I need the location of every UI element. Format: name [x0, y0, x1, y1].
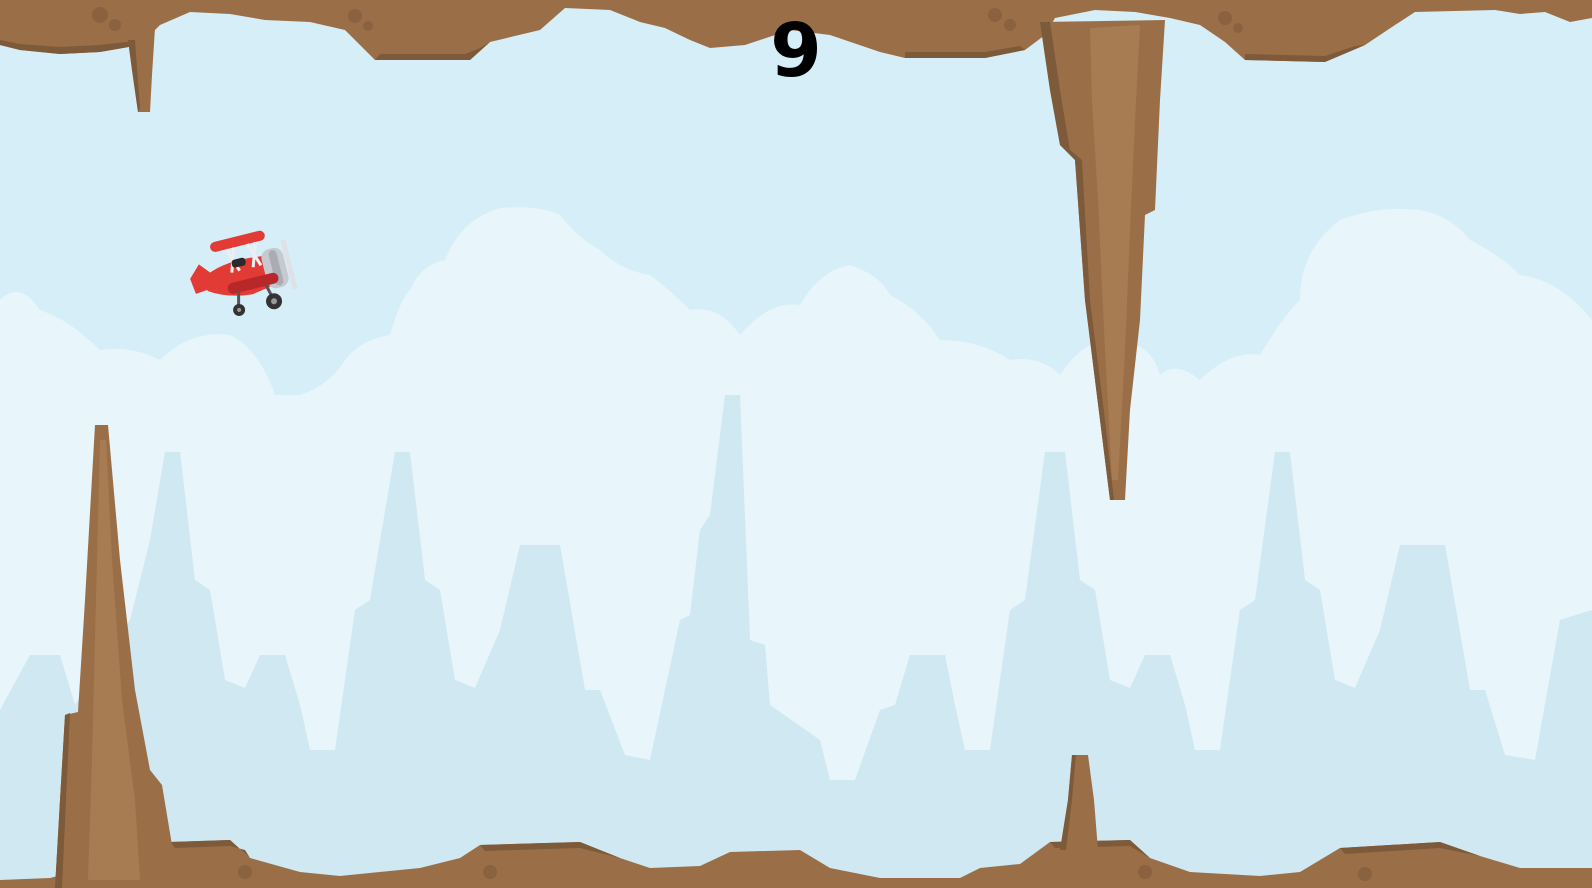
plane-propeller [280, 239, 298, 290]
plane-lower-wing [227, 272, 279, 294]
plane-top-wing [210, 230, 265, 252]
plane-struts [224, 241, 263, 273]
plane-cockpit [231, 257, 246, 268]
stalagmite-small [1060, 755, 1098, 850]
stalagmite-large [55, 425, 172, 888]
stalactite-large [1040, 20, 1165, 500]
top-rock-ceiling [0, 0, 1592, 62]
score-counter: 9 [770, 8, 822, 94]
player-biplane[interactable] [183, 225, 301, 327]
stalactite-small [128, 28, 155, 112]
background-peaks [0, 395, 1592, 888]
